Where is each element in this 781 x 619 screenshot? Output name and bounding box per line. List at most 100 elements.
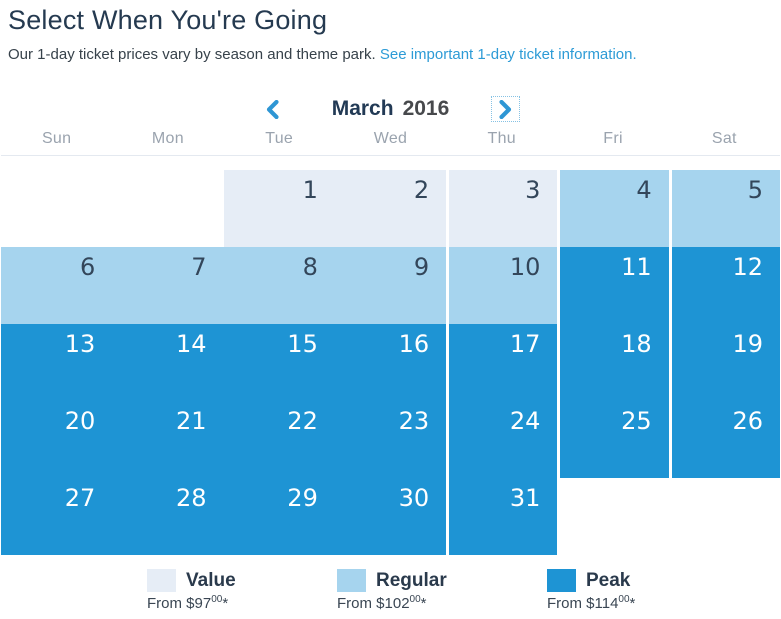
prev-month-button[interactable] <box>258 96 287 122</box>
day-number: 12 <box>732 253 763 281</box>
day-cell[interactable]: 1 <box>223 170 335 247</box>
day-number: 25 <box>621 407 652 435</box>
day-number: 14 <box>176 330 207 358</box>
day-number: 17 <box>509 330 541 358</box>
day-number: 29 <box>287 484 318 512</box>
month-label: March <box>331 97 394 120</box>
day-cell[interactable]: 18 <box>557 324 669 401</box>
empty-day-cell <box>112 170 223 247</box>
month-year-label: March 2016 <box>0 97 781 121</box>
legend-item-value: Value From $9700* <box>147 569 236 612</box>
day-cell[interactable]: 25 <box>557 401 669 478</box>
weekday-header-row: Sun Mon Tue Wed Thu Fri Sat <box>1 130 780 156</box>
day-number: 4 <box>636 176 652 204</box>
day-cell[interactable]: 13 <box>1 324 113 401</box>
day-cell[interactable]: 5 <box>668 170 780 247</box>
day-number: 21 <box>176 407 207 435</box>
day-number: 2 <box>413 176 430 204</box>
day-cell[interactable]: 9 <box>334 247 447 324</box>
day-cell[interactable]: 6 <box>1 247 113 324</box>
empty-day-cell <box>557 478 668 555</box>
legend-label: Peak <box>586 569 631 591</box>
empty-day-cell <box>669 478 780 555</box>
day-number: 10 <box>509 253 541 281</box>
day-cell[interactable]: 14 <box>112 324 224 401</box>
day-number: 13 <box>64 330 96 358</box>
day-number: 8 <box>302 253 318 281</box>
weekday-label: Sat <box>711 130 737 147</box>
day-number: 28 <box>176 484 207 512</box>
day-cell[interactable]: 2 <box>334 170 447 247</box>
day-cell[interactable]: 31 <box>446 478 558 555</box>
day-number: 5 <box>747 176 763 204</box>
day-number: 16 <box>398 330 430 358</box>
weekday-label: Mon <box>151 130 184 147</box>
day-cell[interactable]: 27 <box>1 478 113 555</box>
day-cell[interactable]: 16 <box>334 324 447 401</box>
weekday-label: Sun <box>41 130 72 147</box>
day-cell[interactable]: 28 <box>112 478 224 555</box>
legend-price: From $11400* <box>547 594 636 612</box>
legend-swatch-regular <box>337 569 366 592</box>
day-cell[interactable]: 3 <box>446 170 558 247</box>
day-number: 27 <box>64 484 96 512</box>
legend-label: Value <box>186 569 236 591</box>
day-number: 7 <box>191 253 207 281</box>
day-cell[interactable]: 29 <box>223 478 335 555</box>
chevron-left-icon <box>266 99 279 119</box>
legend-price: From $9700* <box>147 594 229 612</box>
legend-label: Regular <box>376 569 447 591</box>
day-cell[interactable]: 15 <box>223 324 335 401</box>
day-cell[interactable]: 12 <box>668 247 780 324</box>
day-number: 18 <box>621 330 652 358</box>
page-title: Select When You're Going <box>8 5 328 35</box>
weekday-label: Wed <box>373 130 408 147</box>
day-number: 6 <box>80 253 96 281</box>
day-cell[interactable]: 26 <box>668 401 780 478</box>
weekday-label: Tue <box>265 130 294 147</box>
legend-price: From $10200* <box>337 594 427 612</box>
day-number: 9 <box>413 253 430 281</box>
calendar-grid: 1 2 3 4 5 6 7 8 9 10 11 12 13 14 15 16 17 18 19 20 21 22 23 24 2… <box>1 170 780 555</box>
day-cell[interactable]: 19 <box>668 324 780 401</box>
day-number: 30 <box>398 484 430 512</box>
ticket-info-link[interactable]: See important 1-day ticket information. <box>379 46 637 63</box>
day-cell[interactable]: 17 <box>446 324 558 401</box>
day-number: 1 <box>302 176 318 204</box>
calendar-month-nav: March 2016 <box>0 94 781 128</box>
day-number: 20 <box>64 407 96 435</box>
day-number: 23 <box>398 407 430 435</box>
legend-item-peak: Peak From $11400* <box>547 569 635 612</box>
subtitle-text: Our 1-day ticket prices vary by season a… <box>8 46 380 63</box>
empty-day-cell <box>1 170 112 247</box>
day-cell[interactable]: 11 <box>557 247 669 324</box>
day-number: 11 <box>621 253 652 281</box>
day-number: 15 <box>287 330 318 358</box>
legend-swatch-peak <box>547 569 576 592</box>
day-number: 24 <box>509 407 541 435</box>
legend-swatch-value <box>147 569 176 592</box>
day-cell[interactable]: 24 <box>446 401 558 478</box>
day-cell[interactable]: 30 <box>334 478 447 555</box>
day-cell[interactable]: 21 <box>112 401 224 478</box>
day-cell[interactable]: 7 <box>112 247 224 324</box>
day-cell[interactable]: 23 <box>334 401 447 478</box>
day-cell[interactable]: 8 <box>223 247 335 324</box>
price-season-legend: Value From $9700* Regular From $10200* Peak F… <box>0 569 781 617</box>
day-cell[interactable]: 10 <box>446 247 558 324</box>
day-number: 3 <box>525 176 541 204</box>
day-cell[interactable]: 4 <box>557 170 669 247</box>
day-number: 19 <box>732 330 763 358</box>
legend-item-regular: Regular From $10200* <box>337 569 447 612</box>
day-number: 26 <box>732 407 763 435</box>
year-label: 2016 <box>402 97 450 120</box>
day-number: 22 <box>287 407 318 435</box>
chevron-right-icon <box>499 99 512 119</box>
day-cell[interactable]: 22 <box>223 401 335 478</box>
weekday-label: Fri <box>603 130 623 147</box>
weekday-label: Thu <box>487 130 517 147</box>
day-number: 31 <box>509 484 541 512</box>
page-subtitle: Our 1-day ticket prices vary by season a… <box>8 46 637 63</box>
day-cell[interactable]: 20 <box>1 401 113 478</box>
next-month-button[interactable] <box>491 96 520 122</box>
